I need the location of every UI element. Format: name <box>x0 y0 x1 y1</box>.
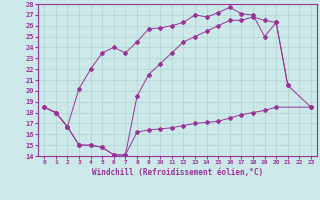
X-axis label: Windchill (Refroidissement éolien,°C): Windchill (Refroidissement éolien,°C) <box>92 168 263 177</box>
